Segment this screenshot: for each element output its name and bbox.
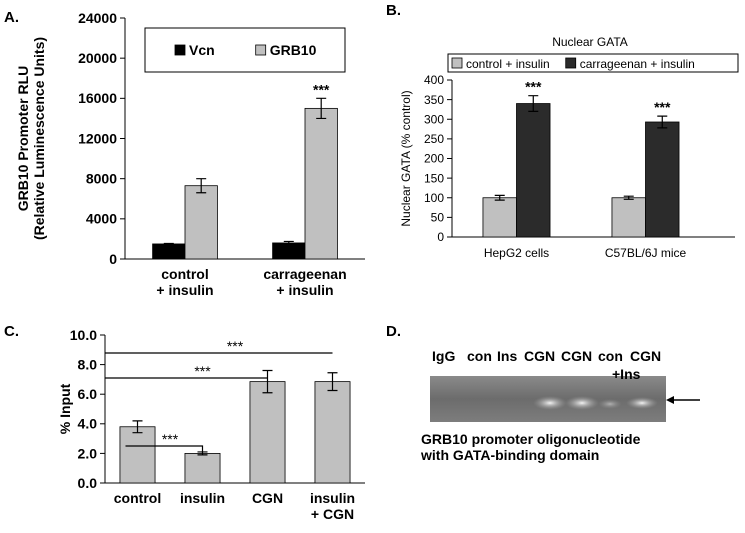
x-tick-label: carrageenan + insulin bbox=[263, 266, 346, 298]
y-tick-label: 8.0 bbox=[78, 357, 98, 373]
error-bar bbox=[196, 178, 207, 194]
panel-label: D. bbox=[386, 323, 401, 340]
chart-title: Nuclear GATA bbox=[552, 35, 628, 49]
bar bbox=[249, 381, 286, 484]
bar bbox=[304, 107, 338, 260]
bar bbox=[611, 197, 646, 238]
significance-label: *** bbox=[313, 81, 330, 97]
y-tick-label: 400 bbox=[424, 73, 444, 87]
y-axis-label: GRB10 Promoter RLU(Relative Luminescence… bbox=[15, 37, 47, 240]
y-tick-label: 20000 bbox=[78, 50, 117, 66]
gel-caption: GRB10 promoter oligonucleotide with GATA-… bbox=[420, 431, 641, 463]
x-tick-label: HepG2 cells bbox=[484, 246, 549, 260]
x-tick-label: insulin + CGN bbox=[310, 490, 355, 522]
gel-band bbox=[598, 399, 622, 409]
y-tick-label: 250 bbox=[424, 132, 444, 146]
bar bbox=[314, 381, 351, 484]
y-tick-label: 24000 bbox=[78, 10, 117, 26]
y-tick-label: 350 bbox=[424, 93, 444, 107]
x-tick-label: CGN bbox=[252, 490, 283, 506]
gel-arrowhead bbox=[666, 396, 674, 404]
error-bar bbox=[262, 369, 273, 394]
comparison-label: *** bbox=[194, 363, 211, 379]
significance-label: *** bbox=[525, 79, 542, 95]
y-tick-label: 16000 bbox=[78, 90, 117, 106]
legend-swatch bbox=[565, 57, 577, 69]
gel-band bbox=[565, 396, 599, 410]
error-bar bbox=[494, 194, 505, 201]
bar bbox=[516, 103, 551, 238]
y-tick-label: 10.0 bbox=[70, 327, 97, 343]
y-axis-label: % Input bbox=[57, 383, 73, 434]
significance-label: *** bbox=[654, 99, 671, 115]
x-tick-label: C57BL/6J mice bbox=[605, 246, 687, 260]
bar bbox=[184, 452, 221, 484]
y-tick-label: 0.0 bbox=[78, 475, 98, 491]
bar bbox=[645, 121, 680, 238]
bar bbox=[482, 197, 517, 238]
y-axis-label: Nuclear GATA (% control) bbox=[399, 90, 413, 226]
y-tick-label: 200 bbox=[424, 152, 444, 166]
y-tick-label: 0 bbox=[109, 251, 117, 267]
comparison-line bbox=[125, 445, 204, 452]
legend-box bbox=[447, 53, 739, 73]
y-tick-label: 0 bbox=[437, 230, 444, 244]
lane-label: CGN bbox=[524, 348, 555, 364]
error-bar bbox=[528, 95, 539, 112]
panel-label: B. bbox=[386, 2, 401, 19]
legend-swatch bbox=[255, 44, 267, 56]
x-tick-label: control + insulin bbox=[156, 266, 213, 298]
bar bbox=[184, 185, 218, 260]
y-tick-label: 300 bbox=[424, 112, 444, 126]
error-bar bbox=[283, 240, 294, 246]
legend-label: Vcn bbox=[189, 42, 215, 58]
comparison-label: *** bbox=[227, 338, 244, 354]
x-tick-label: control bbox=[114, 490, 161, 506]
y-tick-label: 50 bbox=[431, 211, 445, 225]
y-tick-label: 2.0 bbox=[78, 445, 98, 461]
lane-label: con bbox=[467, 348, 492, 364]
lane-sublabel: +Ins bbox=[612, 366, 641, 382]
y-tick-label: 4.0 bbox=[78, 416, 98, 432]
error-bar bbox=[316, 97, 327, 120]
lane-label: Ins bbox=[497, 348, 517, 364]
error-bar bbox=[163, 242, 174, 246]
lane-label: CGN bbox=[630, 348, 661, 364]
legend-label: carrageenan + insulin bbox=[580, 57, 695, 71]
gel-band bbox=[626, 397, 658, 409]
bar bbox=[152, 243, 186, 260]
legend-label: control + insulin bbox=[466, 57, 550, 71]
legend-label: GRB10 bbox=[270, 42, 317, 58]
legend-swatch bbox=[174, 44, 186, 56]
y-tick-label: 12000 bbox=[78, 130, 117, 146]
y-tick-label: 150 bbox=[424, 171, 444, 185]
y-tick-label: 8000 bbox=[86, 171, 117, 187]
x-tick-label: insulin bbox=[180, 490, 225, 506]
error-bar bbox=[327, 372, 338, 392]
bar bbox=[119, 426, 156, 484]
gel-band bbox=[533, 396, 567, 410]
error-bar bbox=[623, 195, 634, 200]
y-tick-label: 6.0 bbox=[78, 386, 98, 402]
bar bbox=[272, 242, 306, 260]
comparison-label: *** bbox=[162, 431, 179, 447]
lane-label: IgG bbox=[432, 348, 455, 364]
lane-label: CGN bbox=[561, 348, 592, 364]
lane-label: con bbox=[598, 348, 623, 364]
legend-swatch bbox=[451, 57, 463, 69]
panel-label: C. bbox=[4, 323, 19, 340]
y-tick-label: 100 bbox=[424, 191, 444, 205]
error-bar bbox=[132, 420, 143, 434]
y-tick-label: 4000 bbox=[86, 211, 117, 227]
panel-label: A. bbox=[4, 9, 19, 26]
error-bar bbox=[657, 115, 668, 129]
